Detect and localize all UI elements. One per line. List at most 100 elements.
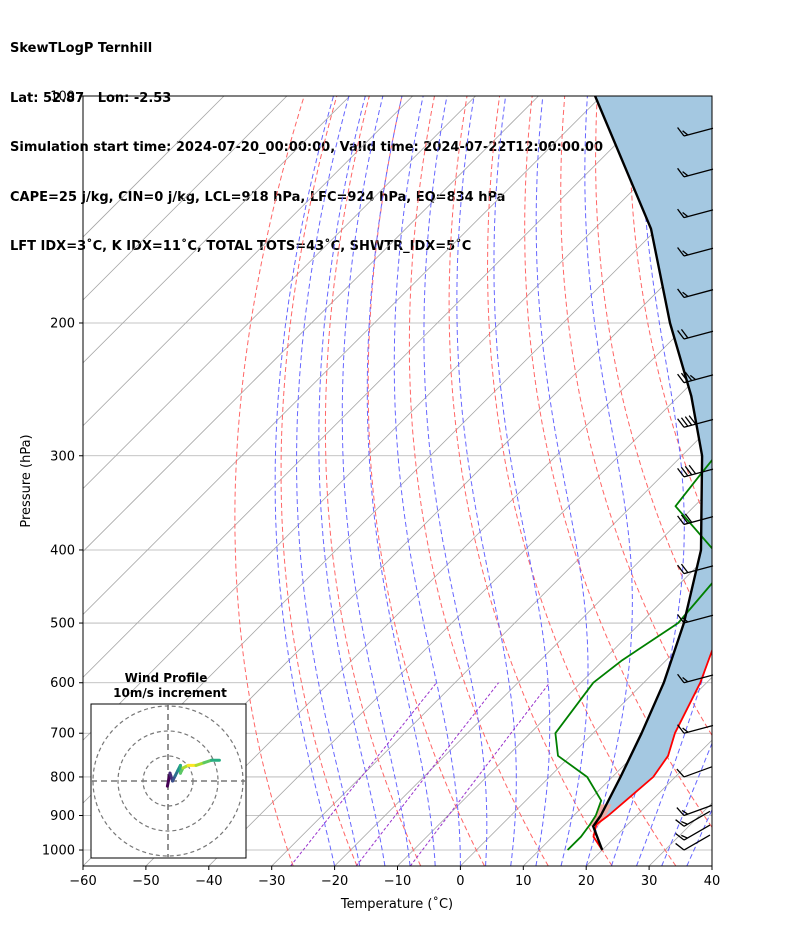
x-tick-label: 30 — [641, 874, 658, 889]
y-tick-label: 900 — [50, 809, 75, 824]
barb-feather — [677, 467, 685, 478]
x-tick-label: 10 — [515, 874, 532, 889]
barb-feather — [680, 372, 689, 383]
x-tick-label: −20 — [321, 874, 348, 889]
barb-shaft — [683, 468, 714, 478]
mixing-ratio-line — [410, 682, 550, 866]
wind-barb — [677, 167, 714, 178]
isotherm-line — [83, 110, 712, 741]
barb-feather — [682, 211, 689, 218]
barb-feather — [681, 834, 688, 839]
barb-feather — [677, 373, 685, 384]
barb-feather — [677, 288, 685, 298]
x-axis: −60 −50 −40 −30 −20 −10 0 10 20 30 40 — [69, 866, 720, 889]
moist-adiabat — [296, 96, 361, 866]
wind-barb — [677, 247, 714, 257]
x-tick-label: −50 — [132, 874, 159, 889]
mixing-ratio-line — [355, 682, 499, 866]
isotherm-line — [208, 362, 712, 866]
wind-barb — [675, 810, 711, 827]
moist-adiabat — [535, 96, 589, 866]
barb-shaft — [683, 824, 711, 841]
barb-feather — [677, 418, 685, 428]
y-tick-label: 800 — [50, 770, 75, 785]
wind-barb — [677, 724, 714, 734]
inset-title: Wind Profile — [125, 671, 208, 685]
barb-feather — [677, 208, 685, 219]
chart-title-block: SkewTLogP Ternhill Lat: 52.87 Lon: -2.53… — [10, 8, 603, 272]
wind-barb — [677, 614, 714, 624]
x-tick-label: −60 — [69, 874, 96, 889]
barb-shaft — [683, 674, 714, 684]
barb-shaft — [683, 766, 713, 778]
barb-feather — [677, 515, 685, 525]
y-tick-label: 600 — [50, 676, 75, 691]
x-tick-label: 0 — [456, 874, 464, 889]
hodograph-inset: Wind Profile 10m/s increment — [90, 671, 247, 859]
dry-adiabat — [760, 96, 794, 866]
barb-feather — [682, 130, 689, 136]
isotherm-line — [83, 96, 602, 615]
cape-fill — [594, 96, 712, 825]
barb-feather — [688, 464, 697, 475]
barb-feather — [684, 465, 693, 476]
wind-barb — [677, 371, 714, 384]
isotherm-line — [83, 96, 351, 364]
title-times: Simulation start time: 2024-07-20_00:00:… — [10, 140, 603, 155]
barb-feather — [689, 374, 696, 381]
y-tick-label: 500 — [50, 617, 75, 632]
x-tick-label: 40 — [704, 874, 721, 889]
dry-adiabat — [367, 96, 485, 866]
moist-adiabat — [456, 96, 517, 866]
x-axis-label: Temperature (˚C) — [340, 896, 453, 912]
barb-feather — [684, 371, 693, 382]
x-tick-label: 20 — [578, 874, 595, 889]
moist-adiabat — [366, 96, 436, 866]
barb-feather — [675, 832, 685, 841]
wind-barb — [677, 464, 714, 478]
dry-adiabat — [595, 96, 712, 640]
moist-adiabat — [423, 96, 488, 866]
wind-barb — [677, 329, 714, 340]
wind-barb — [677, 415, 714, 428]
isotherm-line — [334, 488, 712, 866]
moist-adiabat — [636, 96, 712, 866]
isotherm-line — [83, 96, 539, 553]
dry-adiabat — [324, 96, 422, 866]
cape-cin-fills — [588, 96, 712, 827]
barb-feather — [680, 417, 689, 427]
y-tick-label: 300 — [50, 449, 75, 464]
isotherm-line — [397, 550, 712, 866]
isotherm-line — [83, 96, 413, 427]
barb-shaft — [683, 209, 714, 219]
moist-adiabat — [318, 96, 386, 866]
y-tick-label: 1000 — [42, 844, 75, 859]
isotherm-line — [775, 96, 794, 866]
barb-feather — [682, 677, 689, 683]
dry-adiabat — [486, 96, 677, 866]
barb-feather — [682, 291, 689, 297]
x-tick-label: −30 — [258, 874, 285, 889]
barb-feather — [677, 564, 685, 575]
barb-feather — [675, 819, 685, 827]
barb-feather — [676, 768, 685, 778]
barb-shaft — [683, 804, 713, 817]
wind-barb — [677, 673, 714, 684]
wind-barb — [677, 513, 714, 526]
barb-feather — [680, 329, 689, 339]
wind-barbs — [675, 127, 714, 851]
dry-adiabat — [408, 96, 549, 866]
background-lines — [83, 96, 794, 866]
inset-subtitle: 10m/s increment — [113, 686, 227, 700]
wind-barb — [677, 288, 714, 299]
dewpoint-profile — [554, 458, 712, 851]
barb-shaft — [683, 247, 714, 257]
barb-feather — [677, 330, 685, 340]
temperature-profile — [592, 648, 712, 851]
hodo-ring — [117, 730, 219, 832]
barb-feather — [676, 807, 685, 816]
wind-barb — [676, 766, 713, 778]
y-tick-label: 400 — [50, 543, 75, 558]
barb-feather — [681, 820, 688, 825]
barb-shaft — [683, 127, 714, 137]
